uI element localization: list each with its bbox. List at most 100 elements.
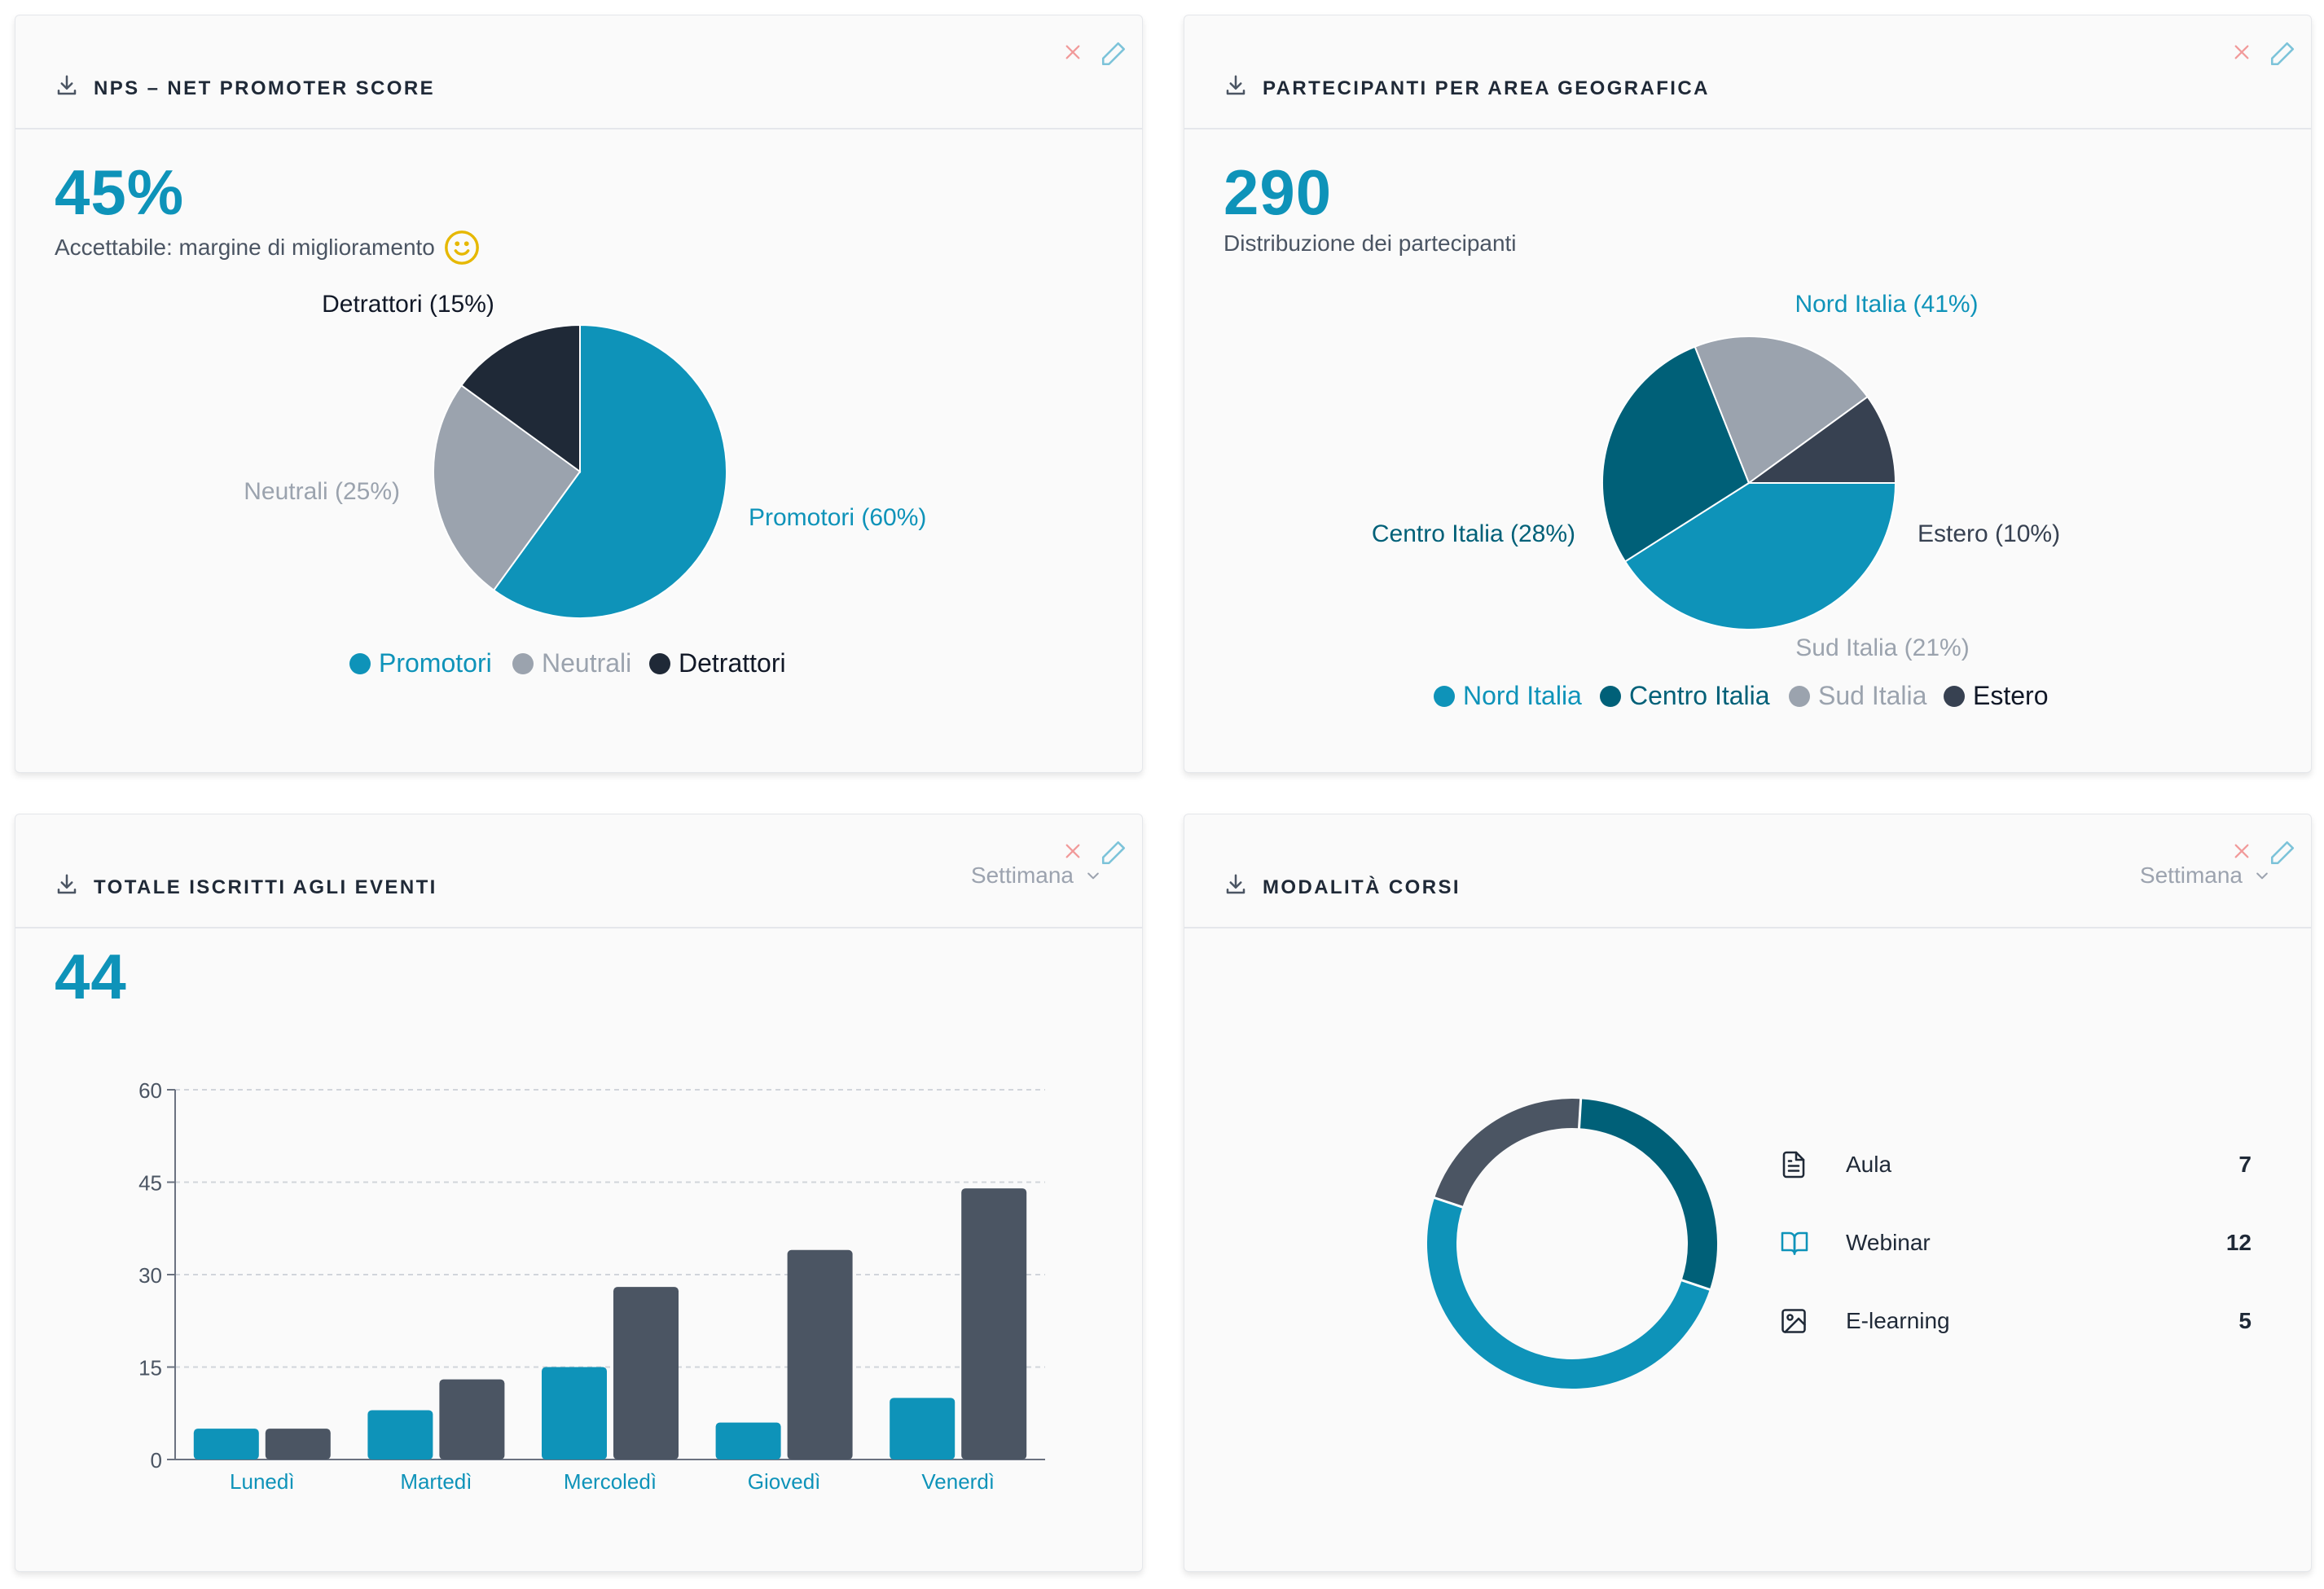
download-icon[interactable] (55, 872, 79, 897)
kpi-subtitle-row: Distribuzione dei partecipanti (1224, 230, 1517, 257)
legend-marker-promotori (349, 653, 371, 674)
modes-card: MODALITÀ CORSI Settimana Aula 7 Webinar … (1184, 814, 2312, 1572)
mode-label: Aula (1846, 1152, 1892, 1177)
pencil-icon[interactable] (2269, 40, 2296, 68)
bar-giovedi-2[interactable] (787, 1249, 853, 1460)
mode-row-webinar: Webinar 12 (1779, 1218, 2252, 1267)
kpi-subtitle-row: Accettabile: margine di miglioramento (55, 229, 481, 266)
modes-list: Aula 7 Webinar 12 E-learning 5 (1779, 1140, 2252, 1385)
pie-slice-sud-italia[interactable] (1694, 336, 1869, 485)
legend-label-detrattori[interactable]: Detrattori (679, 648, 786, 678)
mode-label: E-learning (1846, 1308, 1950, 1333)
bar-lunedi-1[interactable] (193, 1429, 259, 1460)
pie-label-estero: Estero (10%) (1918, 520, 2060, 547)
period-dropdown[interactable]: Settimana (971, 863, 1101, 889)
period-dropdown-label: Settimana (970, 863, 1074, 888)
pie-label-promotori: Promotori (60%) (749, 504, 926, 531)
pie-slice-neutrali[interactable] (433, 384, 582, 592)
legend-marker-sud-italia (1789, 686, 1810, 707)
download-icon[interactable] (1224, 73, 1248, 98)
download-icon[interactable] (1224, 872, 1248, 897)
donut-separator (1680, 1279, 1711, 1292)
close-icon[interactable] (1064, 43, 1082, 61)
mode-count: 7 (2238, 1152, 2252, 1177)
geo-pie-chart: Nord Italia (41%) Centro Italia (28%) Sud … (1372, 291, 2060, 710)
smile-icon (444, 230, 479, 265)
legend-label-nord-italia[interactable]: Nord Italia (1463, 681, 1582, 710)
legend-marker-neutrali (512, 653, 534, 674)
kpi-value: 290 (1224, 156, 1333, 228)
bar-martedi-1[interactable] (367, 1410, 433, 1460)
y-tick-label: 0 (151, 1448, 162, 1473)
bar-mercoledi-1[interactable] (542, 1367, 607, 1460)
period-dropdown[interactable]: Settimana (2140, 863, 2270, 889)
modes-donut-chart (1427, 1098, 1717, 1389)
pie-slice-detrattori[interactable] (459, 323, 581, 473)
kpi-subtitle: Distribuzione dei partecipanti (1224, 230, 1517, 256)
legend-label-sud-italia[interactable]: Sud Italia (1818, 681, 1927, 710)
pie-label-neutrali: Neutrali (25%) (244, 478, 400, 505)
legend-label-estero[interactable]: Estero (1973, 681, 2048, 710)
period-dropdown-label: Settimana (2139, 863, 2243, 888)
x-tick-label: Martedì (400, 1469, 472, 1494)
mode-label: Webinar (1846, 1230, 1931, 1255)
legend-marker-nord-italia (1434, 686, 1455, 707)
pie-slice-promotori[interactable] (492, 323, 727, 619)
close-icon[interactable] (2233, 43, 2251, 61)
bar-venerdi-1[interactable] (890, 1398, 956, 1460)
x-tick-label: Lunedì (230, 1469, 295, 1494)
pencil-icon[interactable] (1100, 839, 1127, 867)
bar-mercoledi-2[interactable] (613, 1287, 679, 1460)
mode-row-elearning: E-learning 5 (1779, 1297, 2252, 1345)
card-title: PARTECIPANTI PER AREA GEOGRAFICA (1263, 77, 1710, 99)
bar-martedi-2[interactable] (439, 1379, 505, 1460)
mode-count: 5 (2238, 1308, 2252, 1333)
mode-count: 12 (2225, 1230, 2252, 1255)
legend-marker-estero (1944, 686, 1965, 707)
card-header: TOTALE ISCRITTI AGLI EVENTI Settimana (15, 814, 1142, 928)
pencil-icon[interactable] (1100, 40, 1127, 68)
book-icon (1781, 1231, 1808, 1255)
pie-slice-estero[interactable] (1746, 395, 1897, 484)
y-tick-label: 30 (138, 1263, 162, 1288)
card-title: TOTALE ISCRITTI AGLI EVENTI (94, 876, 437, 898)
donut-separator (1433, 1196, 1464, 1209)
card-header: PARTECIPANTI PER AREA GEOGRAFICA (1184, 15, 2311, 129)
kpi-value: 45% (55, 156, 185, 228)
pencil-icon[interactable] (2269, 839, 2296, 867)
legend-label-neutrali[interactable]: Neutrali (542, 648, 631, 678)
events-card: TOTALE ISCRITTI AGLI EVENTI Settimana 44… (15, 814, 1143, 1572)
y-tick-label: 15 (138, 1356, 162, 1380)
legend-marker-centro-italia (1600, 686, 1621, 707)
legend-label-promotori[interactable]: Promotori (379, 648, 492, 678)
card-header: NPS – NET PROMOTER SCORE (15, 15, 1142, 129)
download-icon[interactable] (55, 73, 79, 98)
pie-slice-centro-italia[interactable] (1601, 345, 1751, 563)
chevron-down-icon (1087, 872, 1099, 880)
legend-label-centro-italia[interactable]: Centro Italia (1629, 681, 1770, 710)
bar-lunedi-2[interactable] (265, 1429, 331, 1460)
bar-giovedi-1[interactable] (715, 1422, 781, 1460)
pie-slice-nord-italia[interactable] (1623, 482, 1897, 630)
x-tick-label: Venerdì (921, 1469, 995, 1494)
nps-card: NPS – NET PROMOTER SCORE 45% Accettabile… (15, 15, 1143, 773)
card-title: NPS – NET PROMOTER SCORE (94, 77, 435, 99)
legend-marker-detrattori (649, 653, 670, 674)
card-title: MODALITÀ CORSI (1263, 876, 1461, 898)
pie-label-nord-italia: Nord Italia (41%) (1795, 291, 1978, 318)
events-bar-chart: 0 15 30 45 60 Lunedì Martedì Mercoledì Giovedì Ve… (138, 1078, 1045, 1494)
chevron-down-icon (2256, 872, 2268, 880)
nps-pie-chart: Promotori (60%) Neutrali (25%) Detrattori … (244, 291, 926, 678)
y-tick-label: 45 (138, 1171, 162, 1196)
donut-separator (1577, 1098, 1583, 1130)
donut-segment-e-learning[interactable] (1434, 1099, 1581, 1208)
kpi-value: 44 (55, 941, 127, 1012)
document-icon (1782, 1151, 1805, 1179)
x-tick-label: Mercoledì (564, 1469, 657, 1494)
image-icon (1781, 1309, 1806, 1333)
close-icon[interactable] (2233, 842, 2251, 860)
donut-segment-webinar[interactable] (1427, 1197, 1710, 1389)
donut-segment-aula[interactable] (1579, 1099, 1717, 1290)
bar-venerdi-2[interactable] (961, 1188, 1027, 1460)
close-icon[interactable] (1064, 842, 1082, 860)
